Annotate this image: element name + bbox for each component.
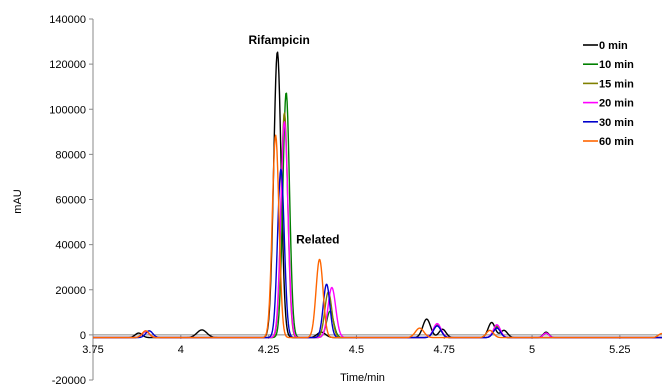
annotations: Rifampicin Related	[248, 33, 339, 247]
annotation-label: Rifampicin	[248, 33, 309, 47]
x-tick-label: 5	[529, 344, 535, 356]
legend-label: 30 min	[599, 117, 634, 129]
y-tick-label: -20000	[52, 375, 86, 384]
legend-label: 20 min	[599, 98, 634, 110]
annotation-label: Related	[296, 232, 339, 246]
y-axis-title: mAU	[12, 189, 24, 214]
legend-label: 15 min	[599, 78, 634, 90]
legend-label: 10 min	[599, 59, 634, 71]
legend-label: 60 min	[599, 136, 634, 148]
series-layer	[92, 51, 662, 339]
y-tick-label: 140000	[49, 14, 86, 26]
axes: -20000 0 20000 40000 60000 80000 100000 120000 1…	[49, 14, 662, 384]
y-tick-label: 0	[80, 330, 86, 342]
y-tick-label: 40000	[55, 240, 86, 252]
x-tick-label: 4.5	[349, 344, 364, 356]
series-line-10-min	[92, 92, 662, 339]
y-tick-label: 120000	[49, 59, 86, 71]
y-tick-label: 80000	[55, 149, 86, 161]
series-line-15-min	[92, 112, 662, 339]
x-tick-label: 4.75	[434, 344, 455, 356]
y-tick-label: 100000	[49, 104, 86, 116]
series-line-0-min	[92, 51, 662, 339]
legend-label: 0 min	[599, 40, 628, 52]
series-line-20-min	[92, 121, 662, 339]
x-tick-label: 3.75	[82, 344, 103, 356]
x-tick-label: 5.25	[609, 344, 630, 356]
series-line-60-min	[92, 134, 662, 339]
legend: 0 min 10 min 15 min 20 min 30 min 60 min	[583, 40, 634, 148]
series-line-30-min	[92, 168, 662, 339]
x-tick-label: 4	[178, 344, 184, 356]
y-tick-label: 20000	[55, 285, 86, 297]
y-tick-label: 60000	[55, 195, 86, 207]
x-axis-title: Time/min	[340, 372, 385, 384]
x-tick-label: 4.25	[258, 344, 279, 356]
